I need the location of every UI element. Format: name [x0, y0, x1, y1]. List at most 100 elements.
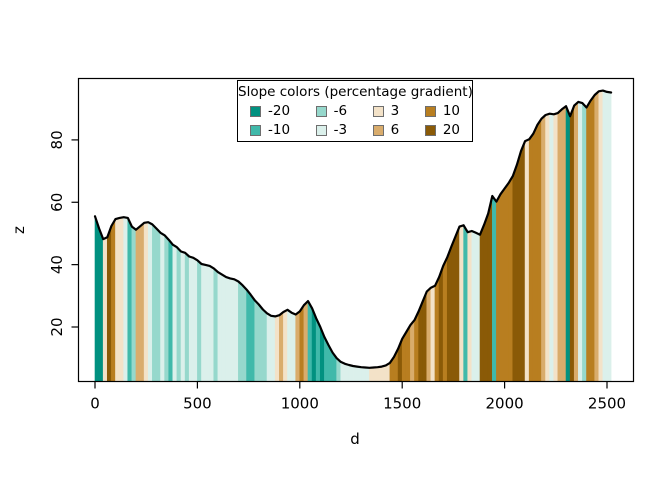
y-axis-title: z [10, 226, 28, 234]
slope-bar [221, 274, 227, 382]
legend-label: 3 [390, 102, 400, 119]
slope-bar [94, 216, 100, 382]
slope-bar [238, 280, 243, 382]
slope-bar [344, 363, 350, 382]
slope-bar [254, 299, 260, 382]
x-tick-label: 500 [183, 395, 212, 413]
legend-swatch [315, 125, 327, 136]
legend-label: -6 [333, 102, 348, 119]
legend-swatch [424, 106, 436, 117]
slope-bar [147, 221, 153, 382]
slope-bar [496, 194, 501, 382]
slope-bar [160, 232, 165, 382]
slope-bar [229, 277, 235, 382]
slope-bar [205, 264, 210, 382]
slope-bar [418, 301, 423, 382]
slope-bar [442, 257, 448, 382]
slope-bar [541, 114, 546, 382]
legend-item: 10 [424, 102, 460, 119]
legend-item: -6 [315, 102, 348, 119]
x-tick-label: 1500 [383, 395, 421, 413]
slope-bar [360, 366, 366, 382]
slope-bar [303, 300, 309, 382]
slope-bar [295, 310, 301, 382]
legend-box: Slope colors (percentage gradient) -20 -1… [237, 80, 473, 142]
slope-bar [586, 99, 591, 382]
legend-label: 10 [442, 102, 460, 119]
slope-bar [164, 234, 170, 382]
slope-bar [438, 265, 444, 382]
legend-item: -3 [315, 121, 348, 138]
slope-bar [582, 102, 587, 382]
slope-bar [180, 251, 186, 382]
slope-bar [348, 364, 354, 382]
slope-bar [274, 314, 280, 382]
slope-bar [537, 117, 542, 382]
slope-bar [532, 124, 538, 382]
slope-bar [500, 187, 505, 382]
slope-bar [184, 252, 190, 382]
slope-bar [602, 90, 608, 382]
slope-bar [422, 291, 428, 382]
slope-bar [512, 164, 518, 382]
slope-bar [250, 293, 256, 382]
slope-bar [569, 105, 575, 382]
y-axis: 20 40 60 80 [48, 130, 79, 337]
slope-bar [233, 278, 239, 382]
slope-bar [508, 174, 514, 382]
slope-bar [598, 90, 604, 382]
legend-label: -3 [333, 121, 348, 138]
slope-bar [553, 112, 559, 382]
slope-bar [352, 365, 358, 382]
slope-bar [139, 222, 145, 382]
x-tick-label: 2000 [486, 395, 524, 413]
legend-swatch [250, 106, 261, 117]
slope-bar [373, 366, 378, 382]
slope-bar [430, 285, 436, 382]
legend-label: 20 [442, 121, 460, 138]
slope-bar [209, 265, 215, 382]
y-tick-label: 60 [48, 193, 66, 212]
legend-grid: -20 -10 -6 -3 3 6 10 20 [238, 100, 472, 140]
slope-bar [119, 216, 124, 382]
x-axis-title: d [350, 430, 360, 448]
slope-bar [475, 232, 481, 382]
slope-bar [156, 227, 161, 382]
x-axis: 0 500 1000 1500 2000 2500 [90, 381, 626, 413]
y-tick-label: 40 [48, 255, 66, 274]
slope-bar [483, 213, 489, 382]
slope-bar [106, 225, 112, 382]
slope-bar [127, 217, 133, 382]
slope-bar [135, 225, 141, 382]
slope-bar [561, 105, 567, 382]
legend-item: 3 [372, 102, 400, 119]
slope-bar [242, 284, 247, 382]
slope-bar [152, 223, 157, 382]
slope-bar [467, 230, 473, 382]
slope-bar [594, 90, 600, 382]
legend-item: 6 [372, 121, 400, 138]
slope-bar [197, 259, 202, 382]
slope-bar [283, 309, 288, 382]
slope-bar [549, 113, 555, 382]
slope-bar [225, 276, 231, 382]
slope-bar [528, 132, 534, 382]
legend-item: -20 [250, 104, 290, 119]
slope-bar [414, 311, 419, 382]
legend-label: 6 [390, 121, 400, 138]
slope-bar [299, 304, 305, 382]
slope-bar [258, 303, 264, 382]
y-tick-label: 80 [48, 130, 66, 149]
slope-bar [524, 138, 530, 382]
x-tick-label: 2500 [588, 395, 626, 413]
plot-border-box [77, 77, 635, 383]
slope-bar [115, 217, 120, 382]
slope-bar [340, 361, 346, 382]
slope-bar [98, 228, 104, 382]
slope-bar [262, 308, 268, 382]
slope-bar [459, 224, 464, 382]
slope-bar [606, 91, 612, 382]
x-tick-label: 0 [90, 395, 100, 413]
